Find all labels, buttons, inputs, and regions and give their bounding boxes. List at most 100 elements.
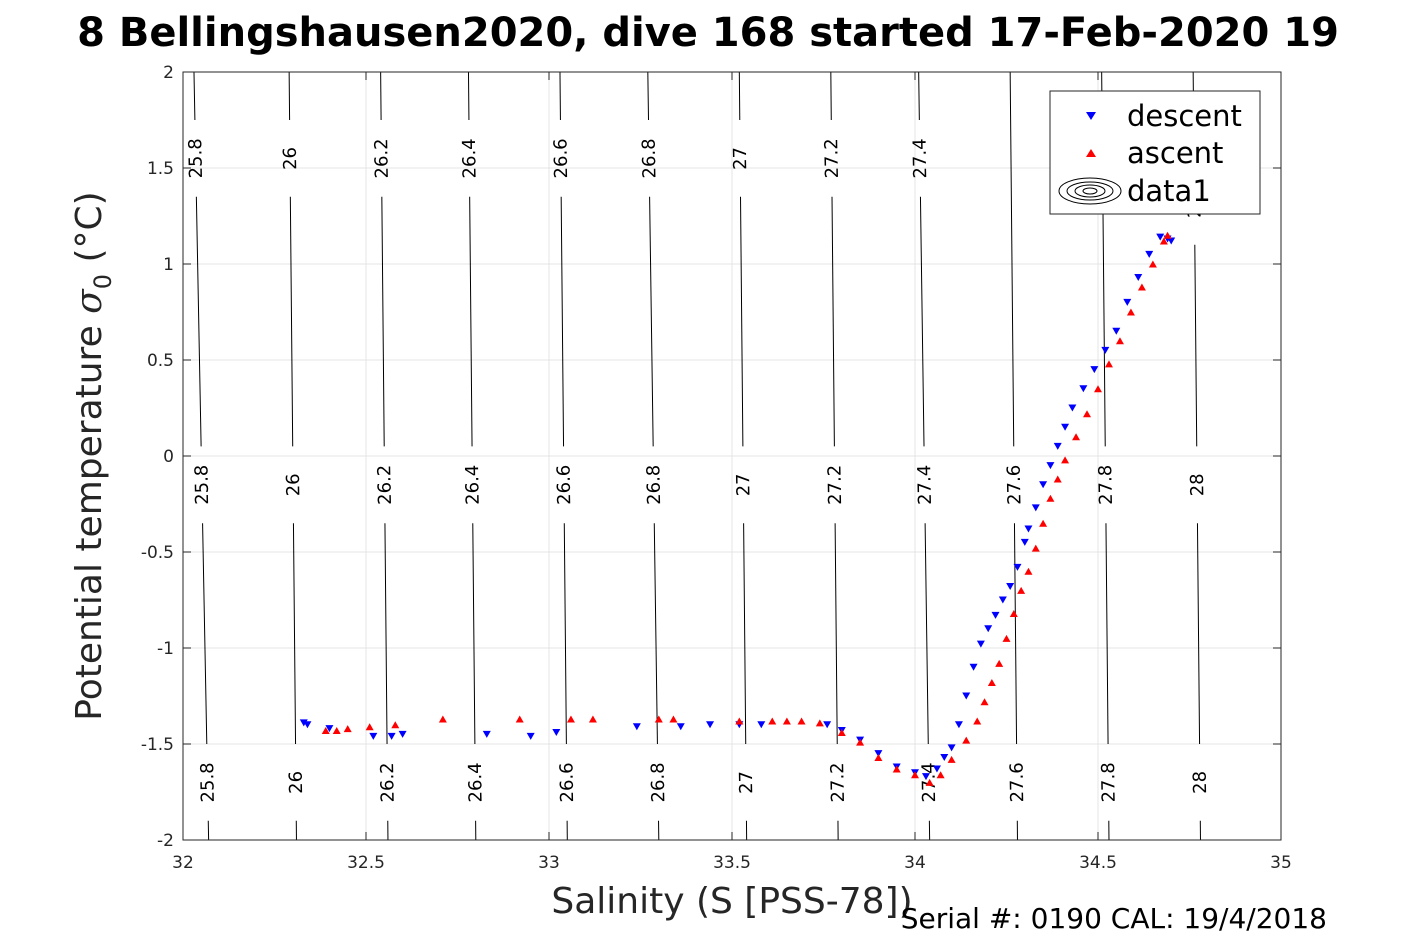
isopycnal-label-26.4-row1: 26.4	[462, 465, 484, 505]
y-tick-label-7: -1.5	[141, 735, 174, 755]
isopycnal-27.4-seg-1	[924, 523, 929, 745]
ascent-point-10	[669, 715, 678, 723]
y-axis-label-symbol: σ	[69, 288, 110, 314]
isopycnal-25.8-seg-1	[202, 523, 208, 745]
descent-point-6	[482, 730, 491, 738]
ascent-point-36	[1053, 475, 1062, 483]
isopycnal-26-seg-2	[289, 196, 294, 447]
descent-point-8	[552, 728, 561, 736]
isopycnal-label-26.8-row2: 26.8	[648, 762, 670, 802]
isopycnal-label-26-row1: 26	[283, 473, 304, 496]
descent-point-23	[947, 744, 956, 752]
y-axis-label-text: Potential temperature	[69, 325, 110, 720]
isopycnal-26	[288, 71, 297, 841]
descent-point-21	[932, 765, 941, 773]
descent-point-44	[1112, 327, 1121, 335]
isopycnal-26.4-seg-2	[469, 196, 473, 447]
isopycnal-25.8-seg-2	[195, 196, 202, 447]
descent-point-17	[874, 750, 883, 758]
descent-point-50	[1167, 237, 1176, 245]
isopycnal-26.2	[380, 71, 389, 841]
descent-point-24	[954, 721, 963, 729]
y-axis-label: Potential temperature σ0 (°C)	[69, 191, 117, 720]
descent-point-45	[1123, 298, 1132, 306]
isopycnal-26.4-seg-1	[472, 523, 476, 745]
isopycnal-27.2	[830, 71, 839, 841]
descent-point-2	[325, 725, 334, 733]
data-points	[299, 231, 1176, 786]
isopycnal-label-26.4-row0: 26.4	[459, 138, 481, 178]
ascent-point-15	[815, 719, 824, 727]
isopycnal-28-seg-2	[1194, 244, 1198, 447]
descent-point-31	[1006, 583, 1015, 591]
ascent-point-38	[1072, 433, 1081, 441]
ascent-point-6	[515, 715, 524, 723]
isopycnal-label-26.6-row0: 26.6	[550, 138, 572, 178]
x-tick-label-6: 35	[1270, 853, 1292, 873]
ascent-point-12	[768, 717, 777, 725]
x-axis-ticks: 32 32.5 33 33.5 34 34.5 35	[172, 72, 1292, 873]
isopycnal-label-27.6-row1: 27.6	[1004, 465, 1026, 505]
isopycnal-27.4	[918, 71, 931, 841]
descent-point-33	[1020, 538, 1029, 546]
descent-point-9	[632, 723, 641, 731]
descent-point-28	[984, 625, 993, 633]
isopycnal-label-26.2-row2: 26.2	[377, 762, 399, 802]
descent-point-41	[1079, 385, 1088, 393]
descent-point-34	[1024, 525, 1033, 533]
legend-contour-icon	[1058, 177, 1122, 205]
descent-point-36	[1039, 481, 1048, 489]
isopycnal-label-26.4-row2: 26.4	[465, 762, 487, 802]
descent-point-37	[1046, 462, 1055, 470]
isopycnal-label-27.2-row2: 27.2	[827, 762, 849, 802]
isopycnal-27.6-seg-1	[1013, 523, 1018, 745]
descent-point-35	[1031, 504, 1040, 512]
isopycnal-26.6	[559, 71, 568, 841]
ascent-point-32	[1024, 567, 1033, 575]
isopycnal-labels: 25.8 26 26.2 26.4 26.6 26.8 27 27.2 27.4 25.8 26 26…	[185, 138, 1211, 803]
isopycnal-26.2-seg-2	[381, 196, 385, 447]
isopycnal-label-25.8-row0: 25.8	[185, 138, 207, 178]
ascent-point-0	[321, 727, 330, 735]
isopycnal-label-28-row2: 28	[1190, 771, 1211, 794]
isopycnal-label-27.8-row2: 27.8	[1098, 762, 1120, 802]
isopycnal-28-seg-1	[1196, 523, 1201, 745]
ascent-point-35	[1046, 494, 1055, 502]
ascent-point-30	[1009, 609, 1018, 617]
isopycnal-25.8-seg-3	[193, 71, 196, 121]
descent-point-5	[398, 730, 407, 738]
descent-point-0	[299, 719, 308, 727]
ascent-point-8	[588, 715, 597, 723]
ascent-point-19	[892, 765, 901, 773]
ascent-point-42	[1115, 337, 1124, 345]
ascent-point-33	[1031, 544, 1040, 552]
ascent-point-18	[874, 753, 883, 761]
descent-point-47	[1145, 250, 1154, 258]
descent-point-22	[940, 753, 949, 761]
descent-point-20	[921, 773, 930, 781]
isopycnal-label-26.6-row2: 26.6	[556, 762, 578, 802]
isopycnal-27.8-seg-1	[1105, 523, 1109, 745]
ascent-point-7	[566, 715, 575, 723]
descent-point-14	[823, 721, 832, 729]
isopycnal-label-26.2-row1: 26.2	[374, 465, 396, 505]
isopycnal-label-27.6-row2: 27.6	[1007, 762, 1029, 802]
isopycnal-27.6	[1009, 71, 1018, 841]
isopycnal-27	[738, 71, 748, 841]
isopycnal-label-27.2-row0: 27.2	[821, 138, 843, 178]
descent-point-46	[1134, 273, 1143, 281]
isopycnal-label-27-row2: 27	[736, 771, 757, 794]
legend-data1-label: data1	[1127, 174, 1211, 208]
x-axis-label: Salinity (S [PSS-78])	[551, 881, 912, 922]
y-tick-label-3: 0.5	[147, 351, 174, 371]
y-tick-label-4: 0	[163, 447, 174, 467]
isopycnal-label-26-row0: 26	[280, 147, 301, 170]
ascent-point-11	[735, 717, 744, 725]
descent-point-39	[1061, 423, 1070, 431]
descent-point-1	[303, 721, 312, 729]
chart-title: 8 Bellingshausen2020, dive 168 started 1…	[77, 10, 1339, 56]
isopycnal-27.4-seg-2	[919, 196, 925, 447]
isopycnal-label-26-row2: 26	[286, 771, 307, 794]
y-axis-ticks: 2 1.5 1 0.5 0 -0.5 -1 -1.5 -2	[141, 63, 1281, 851]
